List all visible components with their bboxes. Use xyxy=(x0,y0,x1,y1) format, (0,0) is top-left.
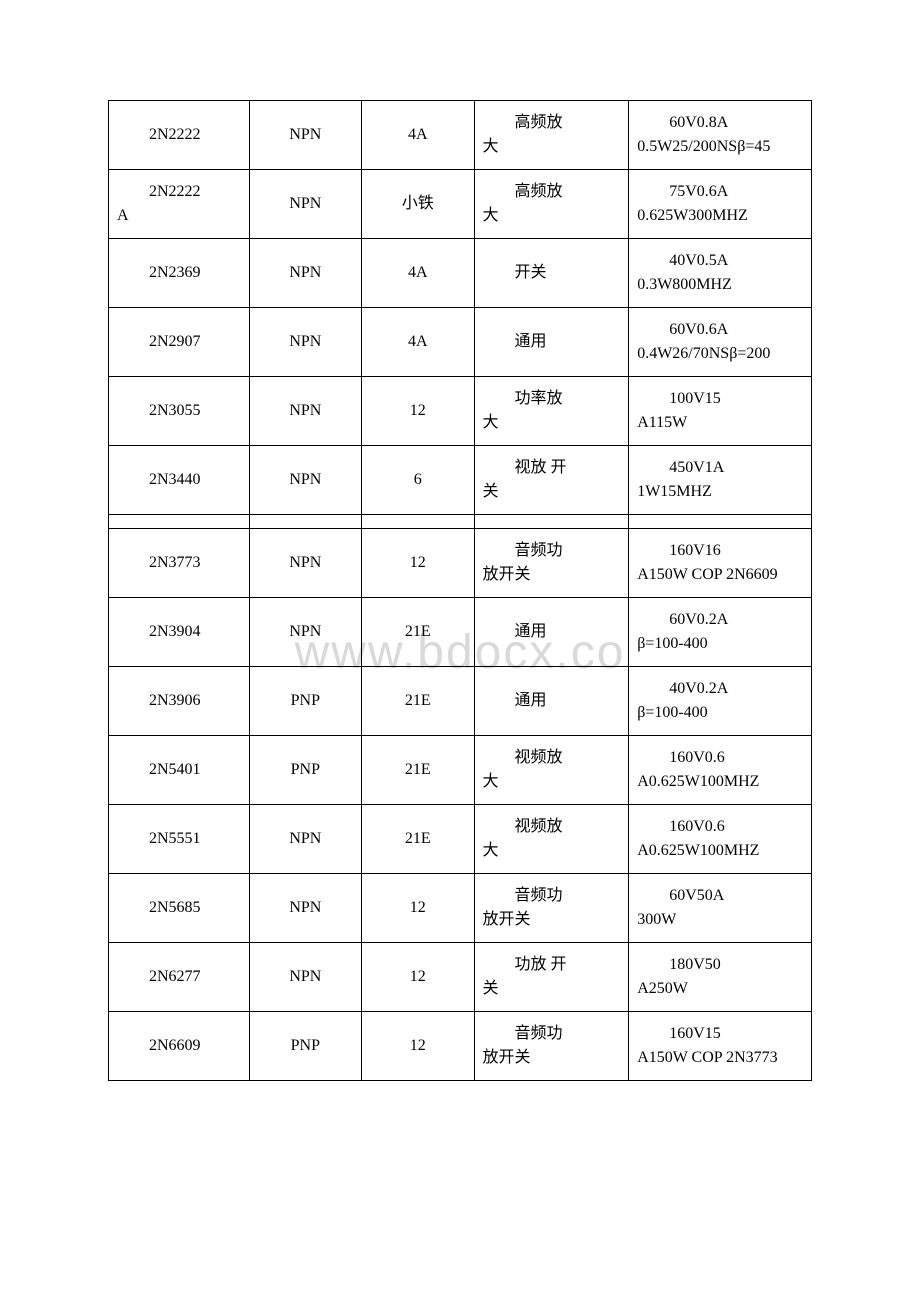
cell-application: 音频功放开关 xyxy=(474,529,629,598)
cell-application: 高频放大 xyxy=(474,101,629,170)
cell-application: 通用 xyxy=(474,667,629,736)
cell-type: PNP xyxy=(249,667,361,736)
cell-type: NPN xyxy=(249,598,361,667)
table-row: 2N3440 NPN 6 视放 开关 450V1A1W15MHZ xyxy=(109,446,812,515)
cell-model: 2N3906 xyxy=(109,667,250,736)
cell-specs: 40V0.2Aβ=100-400 xyxy=(629,667,812,736)
cell-model: 2N6277 xyxy=(109,943,250,1012)
cell-package: 12 xyxy=(362,874,474,943)
cell-application: 功放 开关 xyxy=(474,943,629,1012)
cell-application: 音频功放开关 xyxy=(474,874,629,943)
cell-model: 2N2222 xyxy=(109,101,250,170)
table-row: 2N3055 NPN 12 功率放大 100V15A115W xyxy=(109,377,812,446)
cell-type: NPN xyxy=(249,529,361,598)
cell-application: 通用 xyxy=(474,308,629,377)
cell-application: 通用 xyxy=(474,598,629,667)
cell-package: 4A xyxy=(362,308,474,377)
cell-application: 视频放大 xyxy=(474,805,629,874)
cell-application: 视放 开关 xyxy=(474,446,629,515)
table-row: 2N6277 NPN 12 功放 开关 180V50A250W xyxy=(109,943,812,1012)
cell-type: NPN xyxy=(249,446,361,515)
cell-application: 音频功放开关 xyxy=(474,1012,629,1081)
cell-type: PNP xyxy=(249,736,361,805)
cell-specs: 450V1A1W15MHZ xyxy=(629,446,812,515)
table-row: 2N5685 NPN 12 音频功放开关 60V50A300W xyxy=(109,874,812,943)
cell-model: 2N6609 xyxy=(109,1012,250,1081)
cell-specs: 180V50A250W xyxy=(629,943,812,1012)
cell-package: 21E xyxy=(362,805,474,874)
table-row: 2N6609 PNP 12 音频功放开关 160V15A150W COP 2N3… xyxy=(109,1012,812,1081)
cell-package: 21E xyxy=(362,736,474,805)
cell-model: 2N5551 xyxy=(109,805,250,874)
table-row: 2N5551 NPN 21E 视频放大 160V0.6A0.625W100MHZ xyxy=(109,805,812,874)
cell-type: PNP xyxy=(249,1012,361,1081)
cell-model: 2N2369 xyxy=(109,239,250,308)
cell-specs: 160V16A150W COP 2N6609 xyxy=(629,529,812,598)
table-body: 2N2222 NPN 4A 高频放大 60V0.8A0.5W25/200NSβ=… xyxy=(109,101,812,1081)
table-row: 2N2222 NPN 4A 高频放大 60V0.8A0.5W25/200NSβ=… xyxy=(109,101,812,170)
cell-package: 12 xyxy=(362,529,474,598)
table-row: 2N2907 NPN 4A 通用 60V0.6A0.4W26/70NSβ=200 xyxy=(109,308,812,377)
table-row: 2N2222A NPN 小铁 高频放大 75V0.6A0.625W300MHZ xyxy=(109,170,812,239)
cell-specs: 60V0.8A0.5W25/200NSβ=45 xyxy=(629,101,812,170)
cell-package: 21E xyxy=(362,667,474,736)
cell-model: 2N2907 xyxy=(109,308,250,377)
cell-type: NPN xyxy=(249,943,361,1012)
cell-specs: 75V0.6A0.625W300MHZ xyxy=(629,170,812,239)
cell-specs: 160V0.6A0.625W100MHZ xyxy=(629,805,812,874)
table-spacer-row xyxy=(109,515,812,529)
cell-specs: 40V0.5A0.3W800MHZ xyxy=(629,239,812,308)
cell-type: NPN xyxy=(249,377,361,446)
table-row: 2N3904 NPN 21E 通用 60V0.2Aβ=100-400 xyxy=(109,598,812,667)
cell-package: 12 xyxy=(362,377,474,446)
table-container: 2N2222 NPN 4A 高频放大 60V0.8A0.5W25/200NSβ=… xyxy=(108,100,812,1081)
cell-model: 2N3440 xyxy=(109,446,250,515)
cell-application: 功率放大 xyxy=(474,377,629,446)
table-row: 2N3906 PNP 21E 通用 40V0.2Aβ=100-400 xyxy=(109,667,812,736)
cell-application: 视频放大 xyxy=(474,736,629,805)
cell-type: NPN xyxy=(249,874,361,943)
cell-model: 2N3773 xyxy=(109,529,250,598)
cell-package: 小铁 xyxy=(362,170,474,239)
cell-specs: 100V15A115W xyxy=(629,377,812,446)
cell-package: 12 xyxy=(362,1012,474,1081)
cell-package: 12 xyxy=(362,943,474,1012)
cell-specs: 160V15A150W COP 2N3773 xyxy=(629,1012,812,1081)
cell-type: NPN xyxy=(249,170,361,239)
cell-specs: 60V50A300W xyxy=(629,874,812,943)
cell-type: NPN xyxy=(249,101,361,170)
cell-type: NPN xyxy=(249,239,361,308)
cell-application: 开关 xyxy=(474,239,629,308)
table-row: 2N5401 PNP 21E 视频放大 160V0.6A0.625W100MHZ xyxy=(109,736,812,805)
cell-model: 2N2222A xyxy=(109,170,250,239)
cell-package: 4A xyxy=(362,239,474,308)
cell-type: NPN xyxy=(249,308,361,377)
cell-specs: 60V0.2Aβ=100-400 xyxy=(629,598,812,667)
cell-application: 高频放大 xyxy=(474,170,629,239)
transistor-spec-table: 2N2222 NPN 4A 高频放大 60V0.8A0.5W25/200NSβ=… xyxy=(108,100,812,1081)
table-row: 2N2369 NPN 4A 开关 40V0.5A0.3W800MHZ xyxy=(109,239,812,308)
cell-model: 2N3055 xyxy=(109,377,250,446)
cell-package: 6 xyxy=(362,446,474,515)
cell-type: NPN xyxy=(249,805,361,874)
cell-specs: 160V0.6A0.625W100MHZ xyxy=(629,736,812,805)
cell-model: 2N5401 xyxy=(109,736,250,805)
cell-model: 2N3904 xyxy=(109,598,250,667)
cell-package: 21E xyxy=(362,598,474,667)
table-row: 2N3773 NPN 12 音频功放开关 160V16A150W COP 2N6… xyxy=(109,529,812,598)
cell-package: 4A xyxy=(362,101,474,170)
cell-model: 2N5685 xyxy=(109,874,250,943)
cell-specs: 60V0.6A0.4W26/70NSβ=200 xyxy=(629,308,812,377)
